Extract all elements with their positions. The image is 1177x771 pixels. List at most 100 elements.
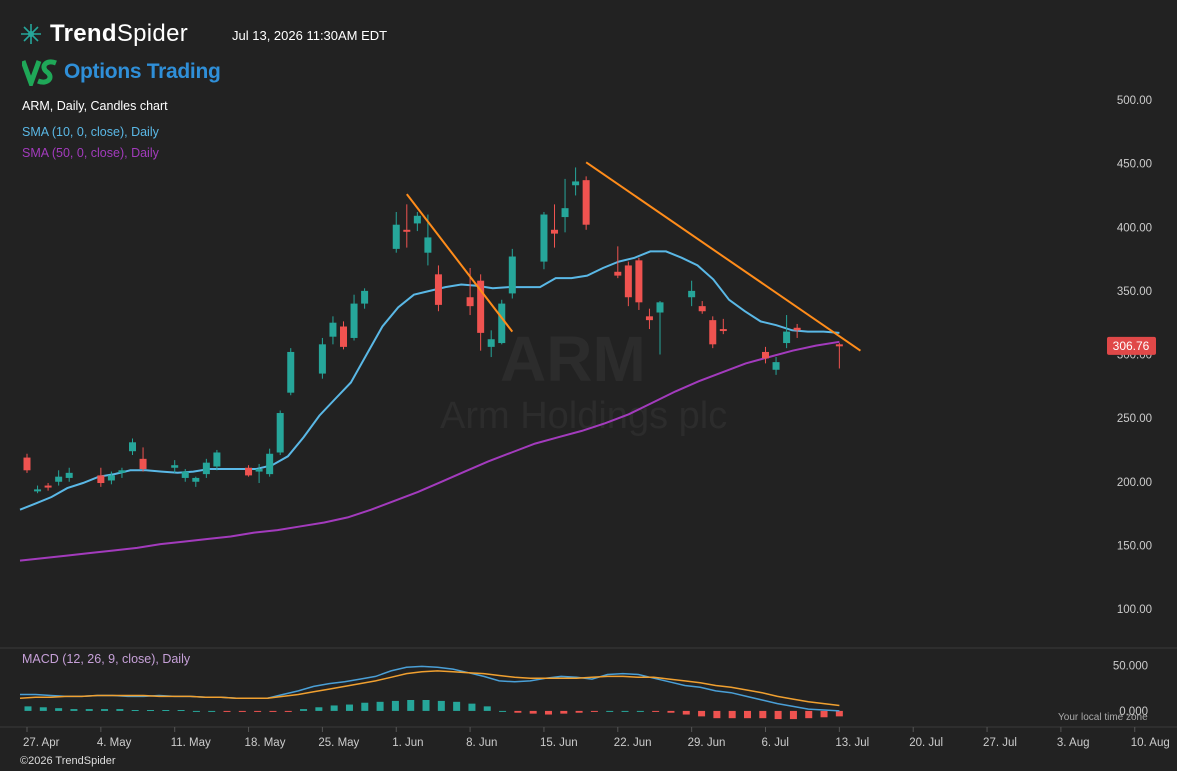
macd-histogram-bar	[330, 705, 338, 711]
candle-body	[392, 224, 400, 249]
macd-histogram-bar	[101, 709, 109, 711]
candle-body	[276, 413, 284, 453]
candle-body	[329, 322, 337, 337]
candle-body	[688, 290, 696, 298]
sma10-line	[19, 250, 840, 511]
time-tick-label: 6. Jul	[762, 737, 790, 749]
price-tick-label: 200.00	[1117, 477, 1152, 489]
sma10-legend[interactable]: SMA (10, 0, close), Daily	[22, 125, 159, 139]
candle-body	[318, 344, 326, 374]
candle-body	[466, 297, 474, 307]
macd-histogram-bar	[590, 710, 598, 712]
candle-body	[477, 280, 485, 333]
candle-body	[793, 327, 801, 331]
macd-histogram-bar	[422, 700, 430, 711]
candle-body	[403, 229, 411, 232]
sma50-legend[interactable]: SMA (50, 0, close), Daily	[22, 146, 159, 160]
macd-histogram-bar	[682, 710, 690, 715]
candle-body	[245, 467, 253, 476]
candle-body	[540, 214, 548, 262]
candle-body	[361, 290, 369, 304]
candle-body	[34, 489, 42, 492]
macd-histogram-bar	[468, 703, 476, 711]
macd-histogram-bar	[621, 710, 629, 712]
timezone-note[interactable]: Your local time zone	[1058, 712, 1148, 723]
price-tick-label: 500.00	[1117, 95, 1152, 107]
sma50-line	[19, 340, 840, 562]
macd-histogram-bar	[208, 710, 216, 712]
candle-body	[614, 271, 622, 276]
macd-legend[interactable]: MACD (12, 26, 9, close), Daily	[22, 652, 191, 666]
time-tick-label: 20. Jul	[909, 737, 943, 749]
candle-body	[508, 256, 516, 294]
macd-histogram-bar	[315, 707, 323, 711]
time-tick-label: 27. Jul	[983, 737, 1017, 749]
price-tick-label: 150.00	[1117, 540, 1152, 552]
candle-body	[582, 180, 590, 225]
price-tick-label: 350.00	[1117, 286, 1152, 298]
macd-histogram-bar	[238, 710, 246, 712]
macd-histogram-bar	[529, 710, 537, 714]
candle-body	[65, 472, 73, 478]
macd-histogram-bar	[361, 702, 369, 711]
candle-body	[202, 462, 210, 475]
macd-tick-label: 0.000	[1119, 706, 1148, 718]
candle-body	[656, 302, 664, 313]
price-tick-label: 250.00	[1117, 413, 1152, 425]
candle-body	[624, 265, 632, 298]
macd-histogram-bar	[55, 708, 63, 711]
candle-body	[635, 260, 643, 303]
candle-body	[424, 237, 432, 253]
time-tick-label: 10. Aug	[1131, 737, 1170, 749]
macd-histogram-bar	[300, 709, 308, 711]
trendline	[406, 193, 514, 333]
macd-histogram-bar	[774, 710, 782, 720]
candle-body	[171, 465, 179, 468]
macd-histogram-bar	[820, 710, 828, 718]
macd-histogram-bar	[743, 710, 751, 719]
macd-histogram-bar	[805, 710, 813, 719]
macd-histogram-bar	[177, 710, 185, 711]
candle-body	[698, 306, 706, 312]
candle-body	[487, 339, 495, 347]
last-price-badge	[1107, 336, 1156, 355]
price-tick-label: 450.00	[1117, 159, 1152, 171]
macd-histogram-bar	[192, 710, 200, 712]
time-tick-label: 1. Jun	[392, 737, 423, 749]
candle-body	[645, 316, 653, 321]
macd-line	[20, 665, 840, 712]
macd-histogram-bar	[789, 710, 797, 720]
candle-body	[561, 208, 569, 218]
candle-body	[44, 485, 52, 488]
macd-histogram-bar	[116, 709, 124, 711]
candle-body	[719, 329, 727, 332]
macd-histogram-bar	[407, 700, 415, 711]
time-tick-label: 8. Jun	[466, 737, 497, 749]
macd-histogram-bar	[713, 710, 721, 719]
candle-body	[340, 326, 347, 347]
macd-signal-line	[19, 670, 840, 707]
time-tick-label: 3. Aug	[1057, 737, 1090, 749]
time-tick-label: 27. Apr	[23, 737, 60, 749]
candle-body	[266, 453, 274, 475]
macd-histogram-bar	[698, 710, 706, 717]
macd-histogram-bar	[39, 707, 47, 711]
last-price-label: 306.76	[1113, 339, 1150, 353]
copyright: ©2026 TrendSpider	[20, 755, 116, 767]
brand-name: TrendSpider	[50, 20, 188, 48]
macd-histogram-bar	[514, 710, 522, 713]
macd-histogram-bar	[759, 710, 767, 719]
time-tick-label: 11. May	[171, 737, 211, 749]
vs-logo-icon	[22, 59, 57, 86]
candle-body	[129, 442, 136, 452]
macd-histogram-bar	[575, 710, 583, 713]
candle-body	[181, 471, 189, 478]
time-tick-label: 15. Jun	[540, 737, 578, 749]
macd-histogram-bar	[835, 710, 843, 717]
macd-histogram-bar	[636, 710, 644, 712]
macd-histogram-bar	[544, 710, 552, 715]
time-tick-label: 18. May	[245, 737, 286, 749]
macd-histogram-bar	[24, 706, 32, 711]
time-tick-label: 25. May	[318, 737, 359, 749]
